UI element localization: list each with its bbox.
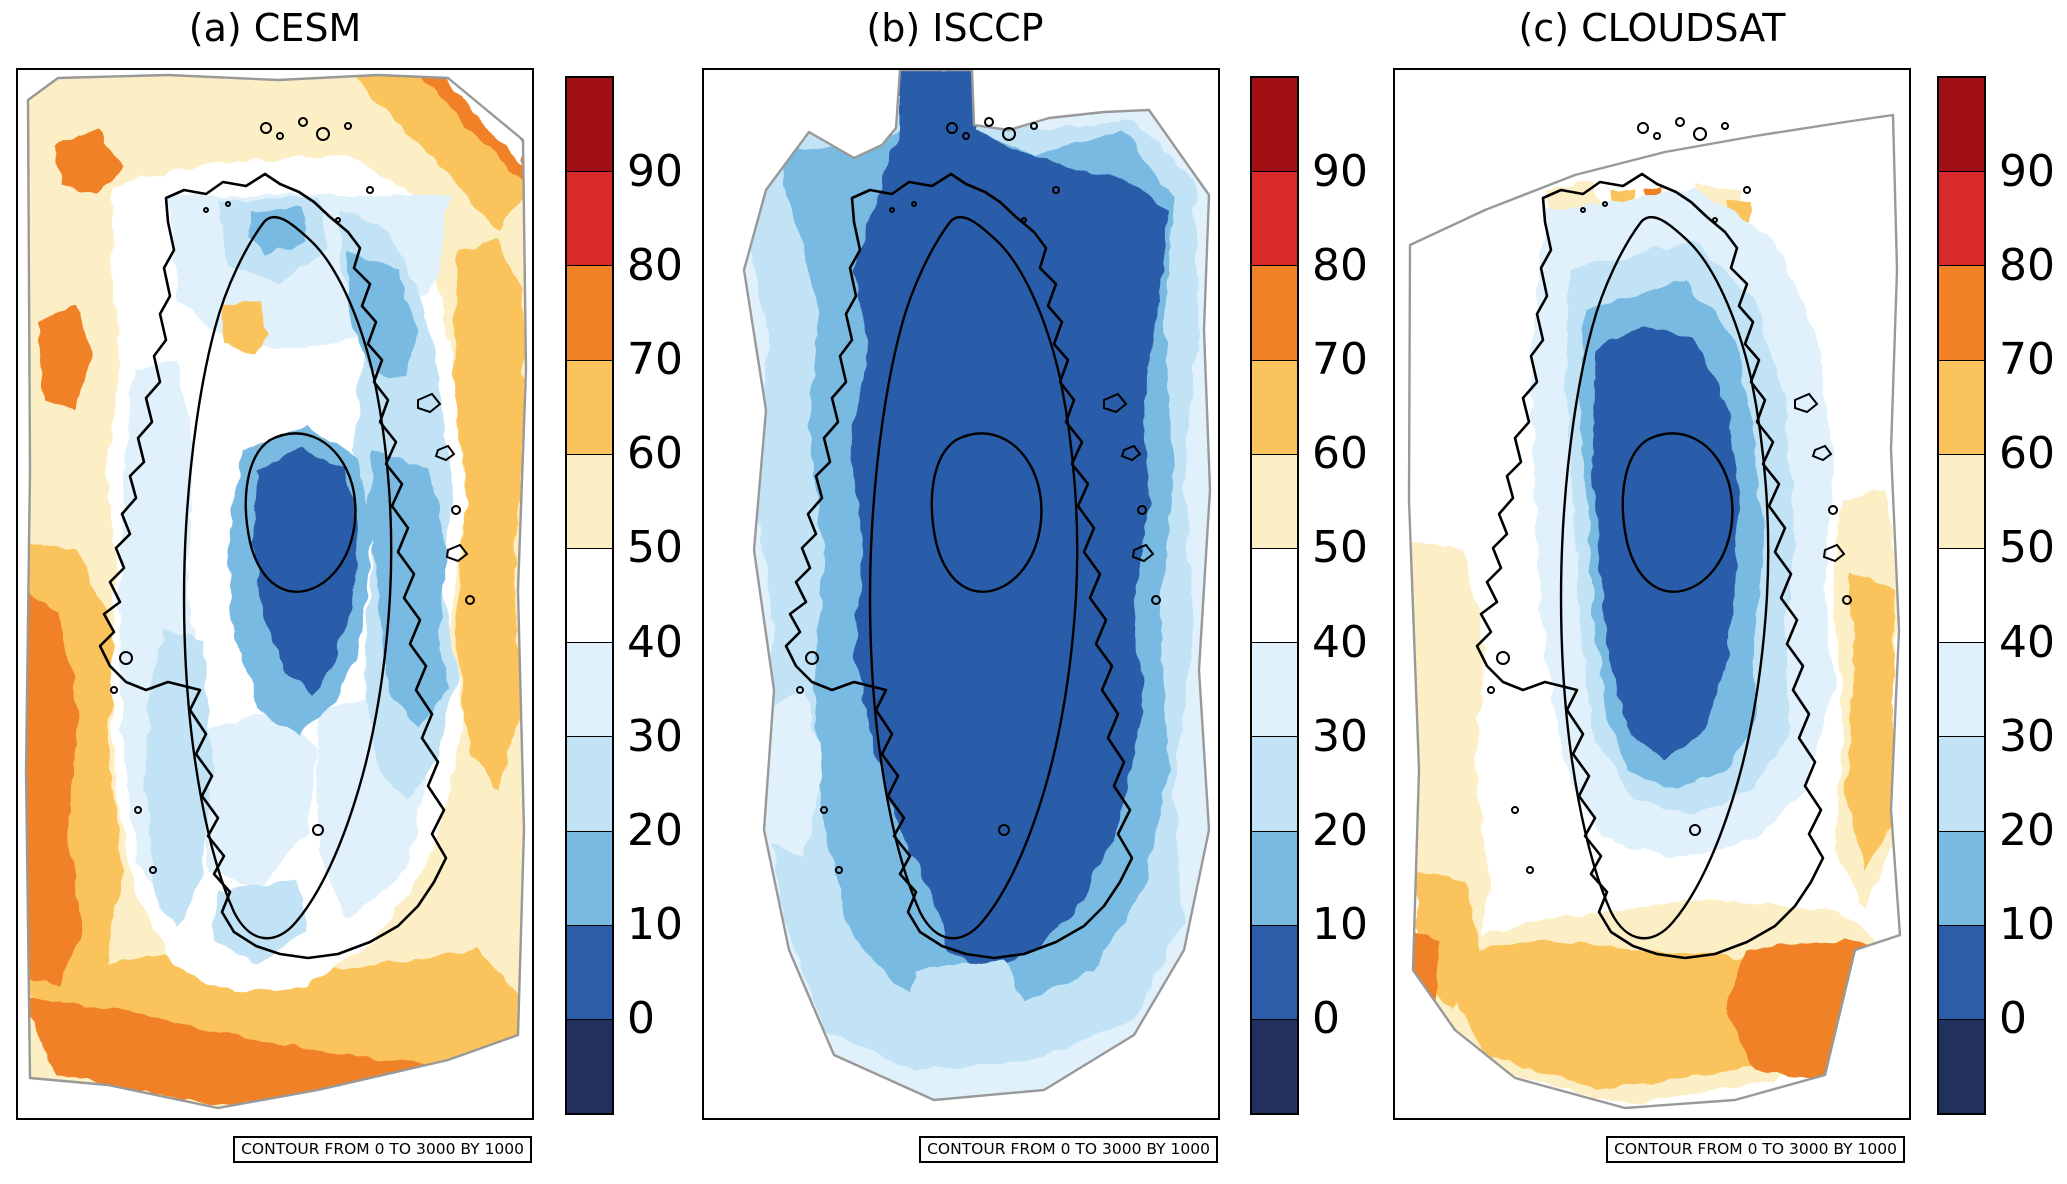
colorbar-segment (1939, 831, 1984, 926)
colorbar-segment (567, 78, 612, 173)
map-svg-cesm (24, 73, 528, 1110)
colorbar-segment (1252, 643, 1297, 738)
colorbar-segment (1939, 548, 1984, 644)
colorbar-segment (1939, 78, 1984, 173)
colorbar-strip (1937, 76, 1986, 1115)
contour-note-cesm: CONTOUR FROM 0 TO 3000 BY 1000 (233, 1136, 532, 1164)
colorbar-segment (1252, 831, 1297, 926)
colorbar-segment (567, 737, 612, 832)
colorbar-segment (1939, 925, 1984, 1020)
colorbar-segment (567, 831, 612, 926)
contour-note-isccp: CONTOUR FROM 0 TO 3000 BY 1000 (919, 1136, 1218, 1164)
map-panel-cloudsat (1393, 68, 1911, 1120)
colorbar-tick-label: 40 (1999, 616, 2055, 668)
colorbar-segment (567, 360, 612, 455)
colorbar-tick-label: 0 (1999, 992, 2027, 1044)
colorbar-segment (1939, 360, 1984, 455)
colorbar-segment (1939, 454, 1984, 549)
colorbar-tick-label: 30 (1999, 710, 2055, 762)
colorbar-tick-label: 60 (627, 428, 683, 480)
colorbar-tick-label: 80 (1999, 240, 2055, 292)
map-svg-cloudsat (1407, 113, 1902, 1110)
panel-c-title: (c) CLOUDSAT (1518, 6, 1786, 50)
colorbar-tick-label: 30 (627, 710, 683, 762)
colorbar-tick-label: 80 (1312, 240, 1368, 292)
colorbar-tick-label: 0 (627, 992, 655, 1044)
colorbar-cesm: 90 80 70 60 50 40 30 20 10 0 (565, 76, 725, 1115)
colorbar-segment (1252, 737, 1297, 832)
map-panel-cesm (16, 68, 534, 1120)
colorbar-tick-label: 50 (1312, 522, 1368, 574)
colorbar-segment (567, 548, 612, 644)
colorbar-tick-label: 0 (1312, 992, 1340, 1044)
colorbar-segment (1252, 78, 1297, 173)
colorbar-segment (1939, 1019, 1984, 1114)
colorbar-tick-label: 10 (1312, 898, 1368, 950)
colorbar-segment (1252, 172, 1297, 267)
colorbar-segment (1252, 925, 1297, 1020)
colorbar-segment (1939, 643, 1984, 738)
colorbar-tick-label: 50 (627, 522, 683, 574)
colorbar-segment (567, 266, 612, 361)
contour-note-cloudsat: CONTOUR FROM 0 TO 3000 BY 1000 (1606, 1136, 1905, 1164)
colorbar-tick-label: 60 (1312, 428, 1368, 480)
colorbar-tick-label: 90 (627, 146, 683, 198)
colorbar-tick-label: 30 (1312, 710, 1368, 762)
colorbar-segment (1252, 1019, 1297, 1114)
colorbar-tick-label: 10 (1999, 898, 2055, 950)
colorbar-segment (1252, 548, 1297, 644)
colorbar-strip (565, 76, 614, 1115)
colorbar-segment (1252, 454, 1297, 549)
colorbar-segment (567, 172, 612, 267)
map-svg-isccp (742, 70, 1212, 1102)
colorbar-tick-label: 40 (627, 616, 683, 668)
colorbar-tick-label: 40 (1312, 616, 1368, 668)
colorbar-segment (1252, 360, 1297, 455)
colorbar-isccp: 90 80 70 60 50 40 30 20 10 0 (1250, 76, 1410, 1115)
colorbar-tick-label: 10 (627, 898, 683, 950)
colorbar-tick-label: 90 (1312, 146, 1368, 198)
colorbar-segment (1939, 737, 1984, 832)
colorbar-strip (1250, 76, 1299, 1115)
colorbar-tick-label: 20 (627, 804, 683, 856)
colorbar-cloudsat: 90 80 70 60 50 40 30 20 10 0 (1937, 76, 2067, 1115)
colorbar-tick-label: 20 (1999, 804, 2055, 856)
map-panel-isccp (702, 68, 1220, 1120)
colorbar-segment (567, 925, 612, 1020)
colorbar-tick-label: 50 (1999, 522, 2055, 574)
colorbar-segment (567, 454, 612, 549)
colorbar-tick-label: 20 (1312, 804, 1368, 856)
colorbar-tick-label: 70 (627, 334, 683, 386)
colorbar-tick-label: 70 (1999, 334, 2055, 386)
panel-a-title: (a) CESM (188, 6, 362, 50)
colorbar-tick-label: 90 (1999, 146, 2055, 198)
colorbar-segment (1939, 172, 1984, 267)
colorbar-segment (567, 643, 612, 738)
colorbar-tick-label: 70 (1312, 334, 1368, 386)
colorbar-segment (567, 1019, 612, 1114)
colorbar-tick-label: 60 (1999, 428, 2055, 480)
colorbar-segment (1939, 266, 1984, 361)
colorbar-segment (1252, 266, 1297, 361)
colorbar-tick-label: 80 (627, 240, 683, 292)
panel-b-title: (b) ISCCP (866, 6, 1044, 50)
